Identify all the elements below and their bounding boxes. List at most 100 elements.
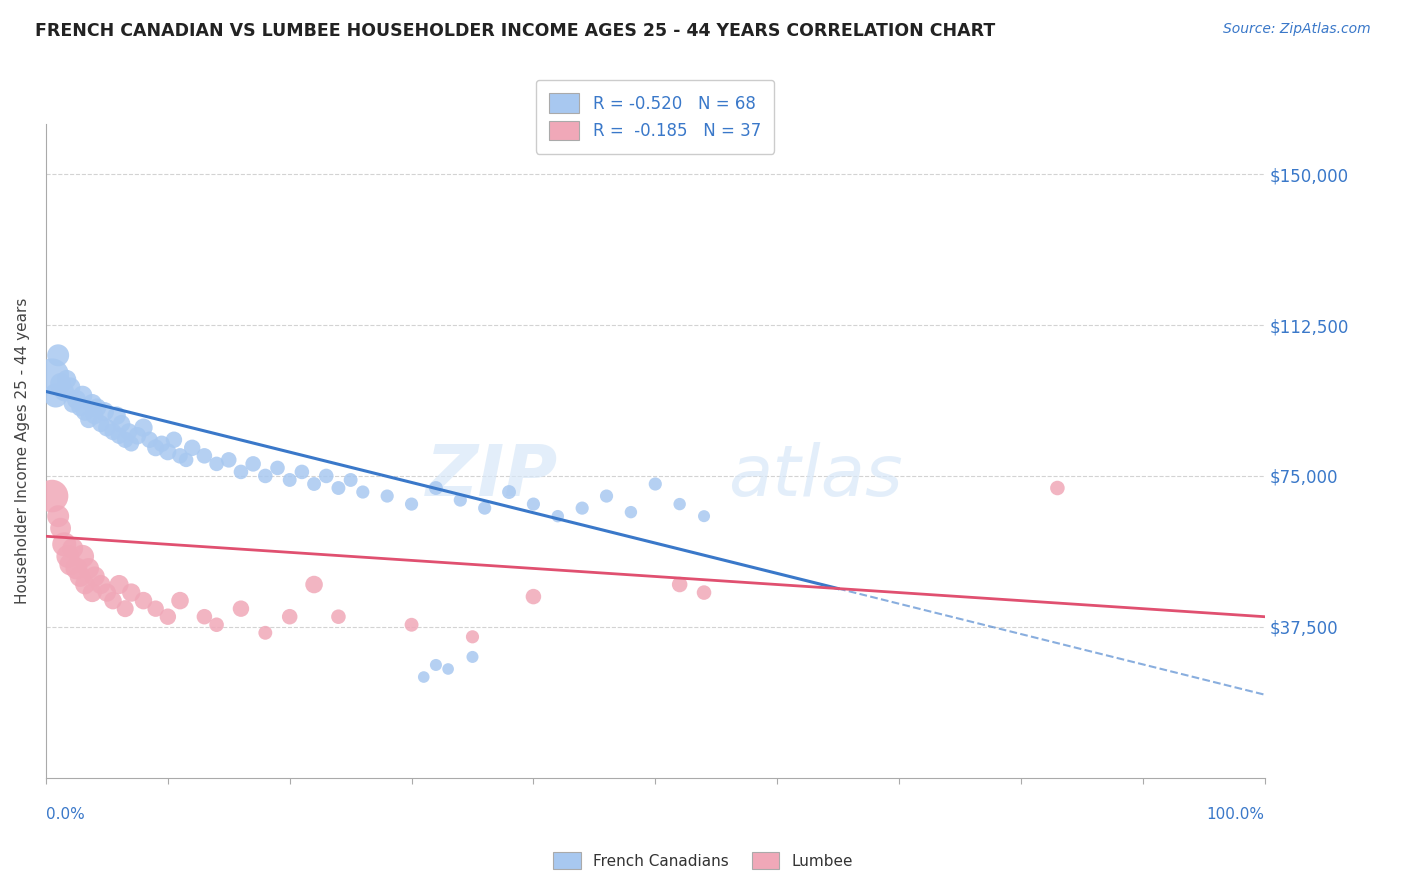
Point bbox=[138, 433, 160, 447]
Point bbox=[93, 404, 115, 418]
Point bbox=[169, 449, 191, 463]
Point bbox=[644, 477, 666, 491]
Point bbox=[73, 404, 96, 418]
Point bbox=[218, 453, 240, 467]
Text: 0.0%: 0.0% bbox=[46, 807, 84, 822]
Point bbox=[547, 509, 569, 524]
Legend: R = -0.520   N = 68, R =  -0.185   N = 37: R = -0.520 N = 68, R = -0.185 N = 37 bbox=[536, 80, 775, 153]
Point bbox=[163, 433, 186, 447]
Point bbox=[620, 505, 643, 519]
Point bbox=[145, 441, 167, 455]
Point bbox=[1046, 481, 1069, 495]
Point bbox=[425, 657, 447, 672]
Point bbox=[77, 561, 100, 575]
Point bbox=[229, 601, 252, 615]
Point bbox=[401, 617, 423, 632]
Point bbox=[46, 348, 69, 362]
Point bbox=[266, 461, 288, 475]
Point bbox=[352, 485, 374, 500]
Point bbox=[668, 497, 690, 511]
Point bbox=[46, 509, 69, 524]
Point bbox=[101, 593, 124, 607]
Point bbox=[59, 380, 82, 394]
Point bbox=[668, 577, 690, 591]
Point bbox=[96, 585, 118, 599]
Point bbox=[412, 670, 434, 684]
Y-axis label: Householder Income Ages 25 - 44 years: Householder Income Ages 25 - 44 years bbox=[15, 298, 30, 604]
Point bbox=[693, 509, 716, 524]
Point bbox=[77, 412, 100, 426]
Point bbox=[522, 590, 544, 604]
Point bbox=[114, 601, 136, 615]
Point bbox=[375, 489, 398, 503]
Point bbox=[693, 585, 716, 599]
Point bbox=[145, 601, 167, 615]
Point bbox=[62, 541, 84, 556]
Point bbox=[73, 577, 96, 591]
Point bbox=[205, 457, 228, 471]
Point bbox=[41, 368, 63, 383]
Point bbox=[105, 409, 128, 423]
Point bbox=[49, 521, 72, 535]
Point bbox=[90, 577, 112, 591]
Point bbox=[69, 401, 91, 415]
Point bbox=[108, 577, 131, 591]
Point bbox=[41, 489, 63, 503]
Point bbox=[302, 577, 325, 591]
Point bbox=[69, 569, 91, 583]
Point bbox=[82, 396, 104, 410]
Point bbox=[56, 549, 79, 564]
Point bbox=[278, 609, 301, 624]
Point bbox=[83, 569, 105, 583]
Point bbox=[254, 469, 277, 483]
Point bbox=[461, 649, 484, 664]
Point bbox=[193, 609, 215, 624]
Point bbox=[193, 449, 215, 463]
Point bbox=[474, 501, 496, 516]
Point bbox=[65, 392, 87, 407]
Point bbox=[522, 497, 544, 511]
Text: atlas: atlas bbox=[728, 442, 903, 511]
Point bbox=[72, 388, 94, 402]
Point bbox=[120, 585, 142, 599]
Point bbox=[65, 561, 87, 575]
Point bbox=[49, 376, 72, 391]
Point bbox=[86, 401, 108, 415]
Point bbox=[118, 425, 141, 439]
Point bbox=[156, 445, 179, 459]
Point bbox=[83, 409, 105, 423]
Point bbox=[45, 388, 67, 402]
Point bbox=[328, 609, 350, 624]
Point bbox=[461, 630, 484, 644]
Point bbox=[132, 593, 155, 607]
Point bbox=[425, 481, 447, 495]
Point bbox=[595, 489, 617, 503]
Point bbox=[229, 465, 252, 479]
Point bbox=[278, 473, 301, 487]
Point bbox=[242, 457, 264, 471]
Point bbox=[108, 428, 131, 442]
Text: FRENCH CANADIAN VS LUMBEE HOUSEHOLDER INCOME AGES 25 - 44 YEARS CORRELATION CHAR: FRENCH CANADIAN VS LUMBEE HOUSEHOLDER IN… bbox=[35, 22, 995, 40]
Point bbox=[156, 609, 179, 624]
Point bbox=[571, 501, 593, 516]
Point bbox=[150, 437, 173, 451]
Point bbox=[120, 437, 142, 451]
Point bbox=[59, 558, 82, 572]
Point bbox=[53, 384, 76, 399]
Point bbox=[437, 662, 460, 676]
Point bbox=[53, 537, 76, 551]
Point bbox=[254, 625, 277, 640]
Point bbox=[174, 453, 197, 467]
Point bbox=[339, 473, 361, 487]
Point bbox=[110, 417, 132, 431]
Point bbox=[449, 493, 471, 508]
Point bbox=[96, 420, 118, 434]
Point bbox=[181, 441, 204, 455]
Point bbox=[315, 469, 337, 483]
Legend: French Canadians, Lumbee: French Canadians, Lumbee bbox=[547, 846, 859, 875]
Point bbox=[55, 372, 77, 386]
Point bbox=[127, 428, 149, 442]
Point bbox=[114, 433, 136, 447]
Point bbox=[205, 617, 228, 632]
Text: Source: ZipAtlas.com: Source: ZipAtlas.com bbox=[1223, 22, 1371, 37]
